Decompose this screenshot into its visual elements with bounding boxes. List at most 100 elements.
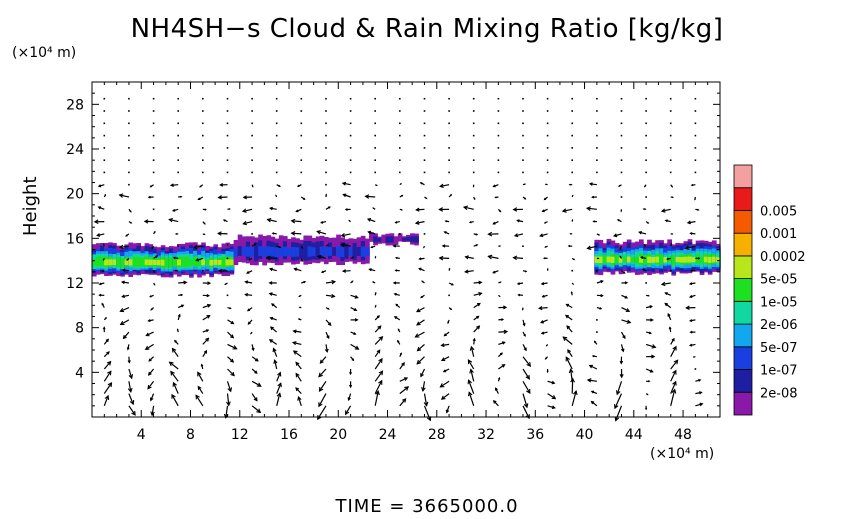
wind-vector-head bbox=[93, 219, 99, 224]
wind-vector-head bbox=[121, 268, 126, 272]
cloud-cell bbox=[598, 256, 604, 263]
wind-vector-head bbox=[275, 194, 277, 197]
wind-vector bbox=[152, 97, 155, 100]
wind-vector bbox=[325, 134, 327, 137]
wind-vector bbox=[197, 372, 204, 382]
cloud-cell bbox=[381, 236, 387, 242]
cloud-cell bbox=[671, 257, 677, 264]
cloud-cell bbox=[181, 259, 186, 266]
wind-vector bbox=[546, 159, 549, 161]
wind-vector-head bbox=[649, 305, 654, 309]
x-tick-label: 36 bbox=[526, 427, 544, 443]
wind-vector bbox=[275, 159, 278, 161]
wind-vector-head bbox=[472, 185, 475, 188]
wind-vector bbox=[645, 97, 647, 100]
wind-vector bbox=[694, 122, 697, 125]
wind-vector bbox=[687, 221, 696, 224]
cloud-cell bbox=[340, 247, 345, 258]
wind-vector bbox=[669, 147, 672, 149]
cloud-cell bbox=[315, 246, 321, 257]
wind-vector bbox=[103, 395, 109, 407]
wind-vector bbox=[546, 97, 549, 100]
wind-vector bbox=[621, 319, 631, 324]
cloud-cell bbox=[108, 259, 113, 266]
wind-vector bbox=[275, 147, 278, 149]
wind-vector bbox=[374, 358, 383, 370]
cloud-cell bbox=[659, 256, 664, 263]
wind-vector bbox=[276, 393, 281, 406]
colorbar-swatch bbox=[733, 323, 753, 348]
wind-vector bbox=[300, 122, 303, 125]
wind-vector-head bbox=[392, 281, 397, 285]
wind-vector bbox=[522, 122, 524, 125]
wind-vector bbox=[613, 233, 622, 237]
wind-vector bbox=[218, 232, 228, 235]
wind-vector-head bbox=[585, 206, 591, 211]
wind-vector-head bbox=[590, 390, 595, 394]
cloud-cell bbox=[703, 256, 709, 263]
wind-vector-head bbox=[125, 234, 128, 237]
wind-vector bbox=[621, 307, 630, 312]
wind-vector-head bbox=[174, 339, 177, 343]
wind-vector bbox=[473, 325, 480, 333]
wind-vector-head bbox=[397, 339, 400, 343]
wind-vector bbox=[172, 348, 179, 358]
wind-vector-head bbox=[205, 329, 210, 333]
wind-vector-head bbox=[671, 388, 677, 394]
wind-vector bbox=[343, 193, 351, 198]
wind-vector bbox=[169, 218, 179, 223]
wind-vector bbox=[276, 372, 281, 382]
wind-vector bbox=[645, 134, 647, 137]
wind-vector-head bbox=[475, 233, 479, 236]
cloud-cell bbox=[278, 246, 284, 258]
wind-vector-head bbox=[499, 245, 502, 247]
cloud-cell bbox=[373, 236, 378, 243]
cloud-cell bbox=[120, 260, 125, 266]
cloud-cell bbox=[614, 257, 620, 263]
cloud-cell bbox=[299, 247, 304, 256]
wind-vector-head bbox=[218, 268, 223, 273]
wind-vector bbox=[620, 147, 623, 149]
wind-vector-head bbox=[671, 233, 674, 235]
wind-vector-head bbox=[524, 197, 527, 200]
wind-vector-head bbox=[650, 318, 654, 322]
wind-vector-head bbox=[301, 259, 303, 262]
wind-vector-head bbox=[302, 197, 306, 200]
cloud-cell bbox=[414, 236, 419, 243]
cloud-cell bbox=[254, 247, 259, 258]
wind-vector-head bbox=[542, 257, 546, 260]
wind-vector-head bbox=[375, 184, 378, 186]
wind-vector-head bbox=[344, 208, 348, 211]
wind-vector-head bbox=[660, 208, 666, 213]
wind-vector bbox=[514, 233, 524, 237]
wind-vector-head bbox=[224, 283, 227, 285]
wind-vector-head bbox=[598, 233, 601, 236]
wind-vector bbox=[399, 362, 405, 370]
wind-vector bbox=[620, 122, 623, 125]
wind-vector-head bbox=[546, 370, 549, 374]
wind-vector-head bbox=[464, 269, 469, 274]
wind-vector-head bbox=[291, 341, 297, 346]
wind-vector-head bbox=[420, 295, 423, 299]
wind-vector bbox=[251, 147, 253, 149]
wind-vector bbox=[571, 134, 573, 137]
wind-vector bbox=[571, 110, 573, 112]
wind-vector bbox=[463, 206, 474, 210]
wind-vector-head bbox=[277, 382, 282, 388]
wind-vector bbox=[171, 394, 179, 407]
wind-vector-head bbox=[619, 247, 622, 250]
wind-vector-head bbox=[149, 185, 153, 188]
wind-vector-head bbox=[295, 361, 300, 366]
wind-vector-head bbox=[101, 270, 104, 273]
wind-vector-head bbox=[567, 349, 571, 354]
cloud-cell bbox=[282, 246, 288, 257]
wind-vector bbox=[146, 331, 154, 337]
wind-vector-head bbox=[328, 206, 331, 209]
wind-vector bbox=[571, 390, 577, 406]
cloud-cell bbox=[639, 256, 644, 263]
cloud-cell bbox=[136, 259, 142, 266]
wind-vector-head bbox=[121, 294, 126, 299]
cloud-cell bbox=[348, 247, 354, 256]
wind-vector bbox=[177, 147, 179, 149]
cloud-cell bbox=[369, 235, 374, 241]
